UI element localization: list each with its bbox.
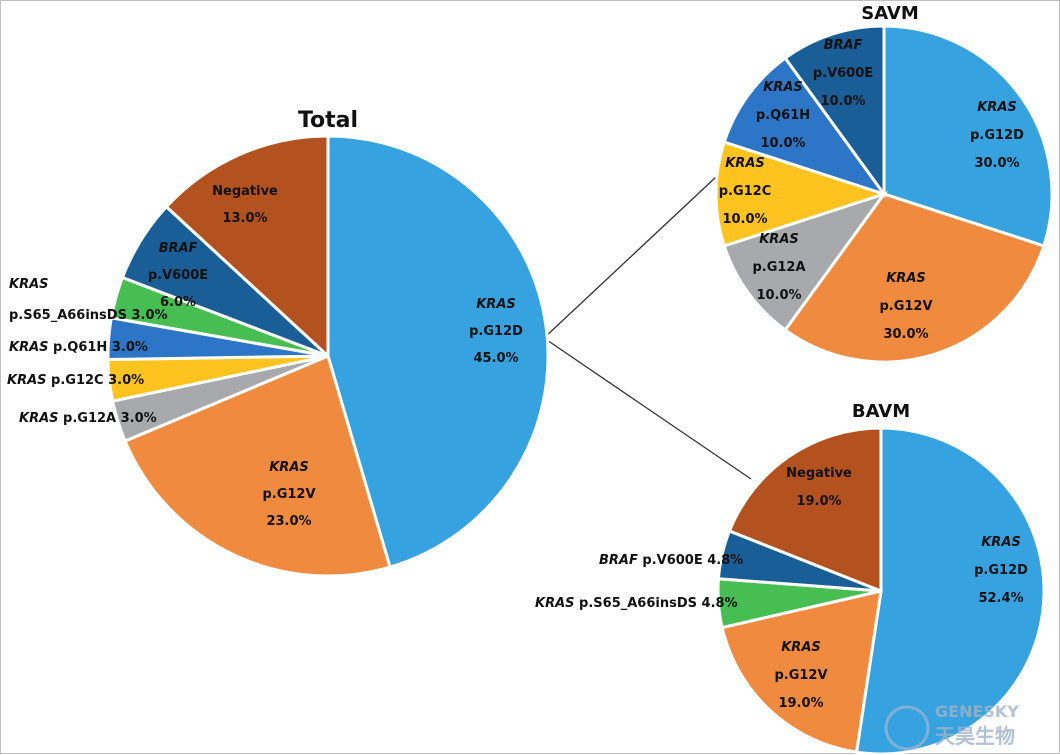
label-gene: KRAS (535, 596, 579, 611)
total-label-0-percent: 45.0% (473, 351, 518, 366)
savm-label-3-percent: 10.0% (722, 212, 767, 227)
labels-layer: KRAS p.G12D 45.0% KRAS p.G12V 23.0% KRAS p.G12… (7, 3, 1028, 711)
total-label-6-percent: 6.0% (160, 295, 196, 310)
bavm-label-4-variant: Negative (786, 466, 852, 481)
bavm-label-1-gene: KRAS (781, 640, 821, 655)
savm-label-0-percent: 30.0% (974, 156, 1019, 171)
label-percent: 4.8% (707, 553, 743, 568)
connector-line (543, 176, 717, 339)
bavm-label-2: KRAS p.S65_A66insDS 4.8% (535, 596, 738, 611)
label-variant: p.V600E (642, 553, 707, 568)
label-percent: 3.0% (108, 373, 144, 388)
label-percent: 4.8% (702, 596, 738, 611)
savm-label-4-percent: 10.0% (760, 136, 805, 151)
label-gene: KRAS (7, 373, 51, 388)
savm-label-5-percent: 10.0% (820, 94, 865, 109)
savm-label-5-gene: BRAF (824, 38, 863, 53)
label-variant: p.G12C (51, 373, 108, 388)
savm-slice-kras-p-g12a (722, 191, 888, 333)
total-slice-kras-p-g12v (123, 353, 392, 578)
watermark-brand: GENESKY (935, 702, 1019, 721)
bavm-label-1-variant: p.G12V (774, 668, 827, 683)
savm-slice-kras-p-g12d (882, 24, 1054, 248)
savm-label-1-percent: 30.0% (883, 327, 928, 342)
total-label-7-percent: 13.0% (222, 211, 267, 226)
total-slice-negative (164, 134, 330, 360)
savm-label-0-gene: KRAS (977, 100, 1017, 115)
bavm-label-0-percent: 52.4% (978, 591, 1023, 606)
total-label-1-variant: p.G12V (262, 487, 315, 502)
savm-slice-kras-p-g12v (783, 192, 1046, 364)
savm-label-3-variant: p.G12C (719, 184, 772, 199)
label-variant: p.S65_A66insDS (9, 308, 131, 323)
total-label-6-gene: BRAF (159, 241, 198, 256)
total-label-4: KRAS p.Q61H 3.0% (9, 340, 148, 355)
bavm-slice-negative (727, 426, 883, 594)
total-label-2: KRAS p.G12A 3.0% (19, 411, 157, 426)
total-label-5-gene: KRAS (9, 277, 49, 292)
savm-label-2-percent: 10.0% (756, 288, 801, 303)
savm-label-1-gene: KRAS (886, 271, 926, 286)
connector-lines (543, 176, 752, 480)
total-slice-kras-p-g12d (326, 134, 550, 569)
savm-label-2-variant: p.G12A (752, 260, 805, 275)
savm-slice-kras-p-q61h (722, 55, 888, 197)
total-label-1-gene: KRAS (269, 460, 309, 475)
savm-label-4-gene: KRAS (763, 80, 803, 95)
connector-line (543, 337, 752, 480)
total-label-1-percent: 23.0% (266, 514, 311, 529)
savm-label-5-variant: p.V600E (813, 66, 873, 81)
label-variant: p.Q61H (53, 340, 112, 355)
total-label-5-value: p.S65_A66insDS 3.0% (9, 308, 168, 323)
label-gene: BRAF (599, 553, 642, 568)
label-variant: p.S65_A66insDS (579, 596, 701, 611)
savm-label-1-variant: p.G12V (879, 299, 932, 314)
bavm-label-1-percent: 19.0% (778, 696, 823, 711)
total-label-3: KRAS p.G12C 3.0% (7, 373, 144, 388)
label-variant: p.G12A (63, 411, 121, 426)
savm-slice-braf-p-v600e (783, 24, 886, 199)
total-chart-title: Total (298, 108, 358, 133)
bavm-label-0-gene: KRAS (981, 535, 1021, 550)
savm-label-4-variant: p.Q61H (756, 108, 810, 123)
label-gene: KRAS (19, 411, 63, 426)
savm-slice-kras-p-g12c (714, 140, 889, 248)
savm-chart-title: SAVM (861, 3, 919, 24)
bavm-label-3: BRAF p.V600E 4.8% (599, 553, 743, 568)
label-percent: 3.0% (131, 308, 167, 323)
label-percent: 3.0% (112, 340, 148, 355)
total-label-0-variant: p.G12D (469, 324, 523, 339)
bavm-label-0-variant: p.G12D (974, 563, 1028, 578)
watermark-chinese: 天昊生物 (935, 724, 1015, 748)
genesky-logo-icon (884, 705, 930, 751)
label-percent: 3.0% (121, 411, 157, 426)
total-label-6-variant: p.V600E (148, 268, 208, 283)
watermark: GENESKY 天昊生物 (884, 702, 1019, 751)
bavm-chart-title: BAVM (852, 401, 910, 422)
bavm-label-4-percent: 19.0% (796, 494, 841, 509)
total-label-7-variant: Negative (212, 184, 278, 199)
total-label-0-gene: KRAS (476, 297, 516, 312)
pies-layer (106, 24, 1054, 755)
label-gene: KRAS (9, 340, 53, 355)
savm-label-2-gene: KRAS (759, 232, 799, 247)
savm-label-3-gene: KRAS (725, 156, 765, 171)
savm-label-0-variant: p.G12D (970, 128, 1024, 143)
bavm-slice-kras-p-g12v (720, 589, 883, 754)
bavm-slice-kras-p-g12d (854, 426, 1046, 755)
